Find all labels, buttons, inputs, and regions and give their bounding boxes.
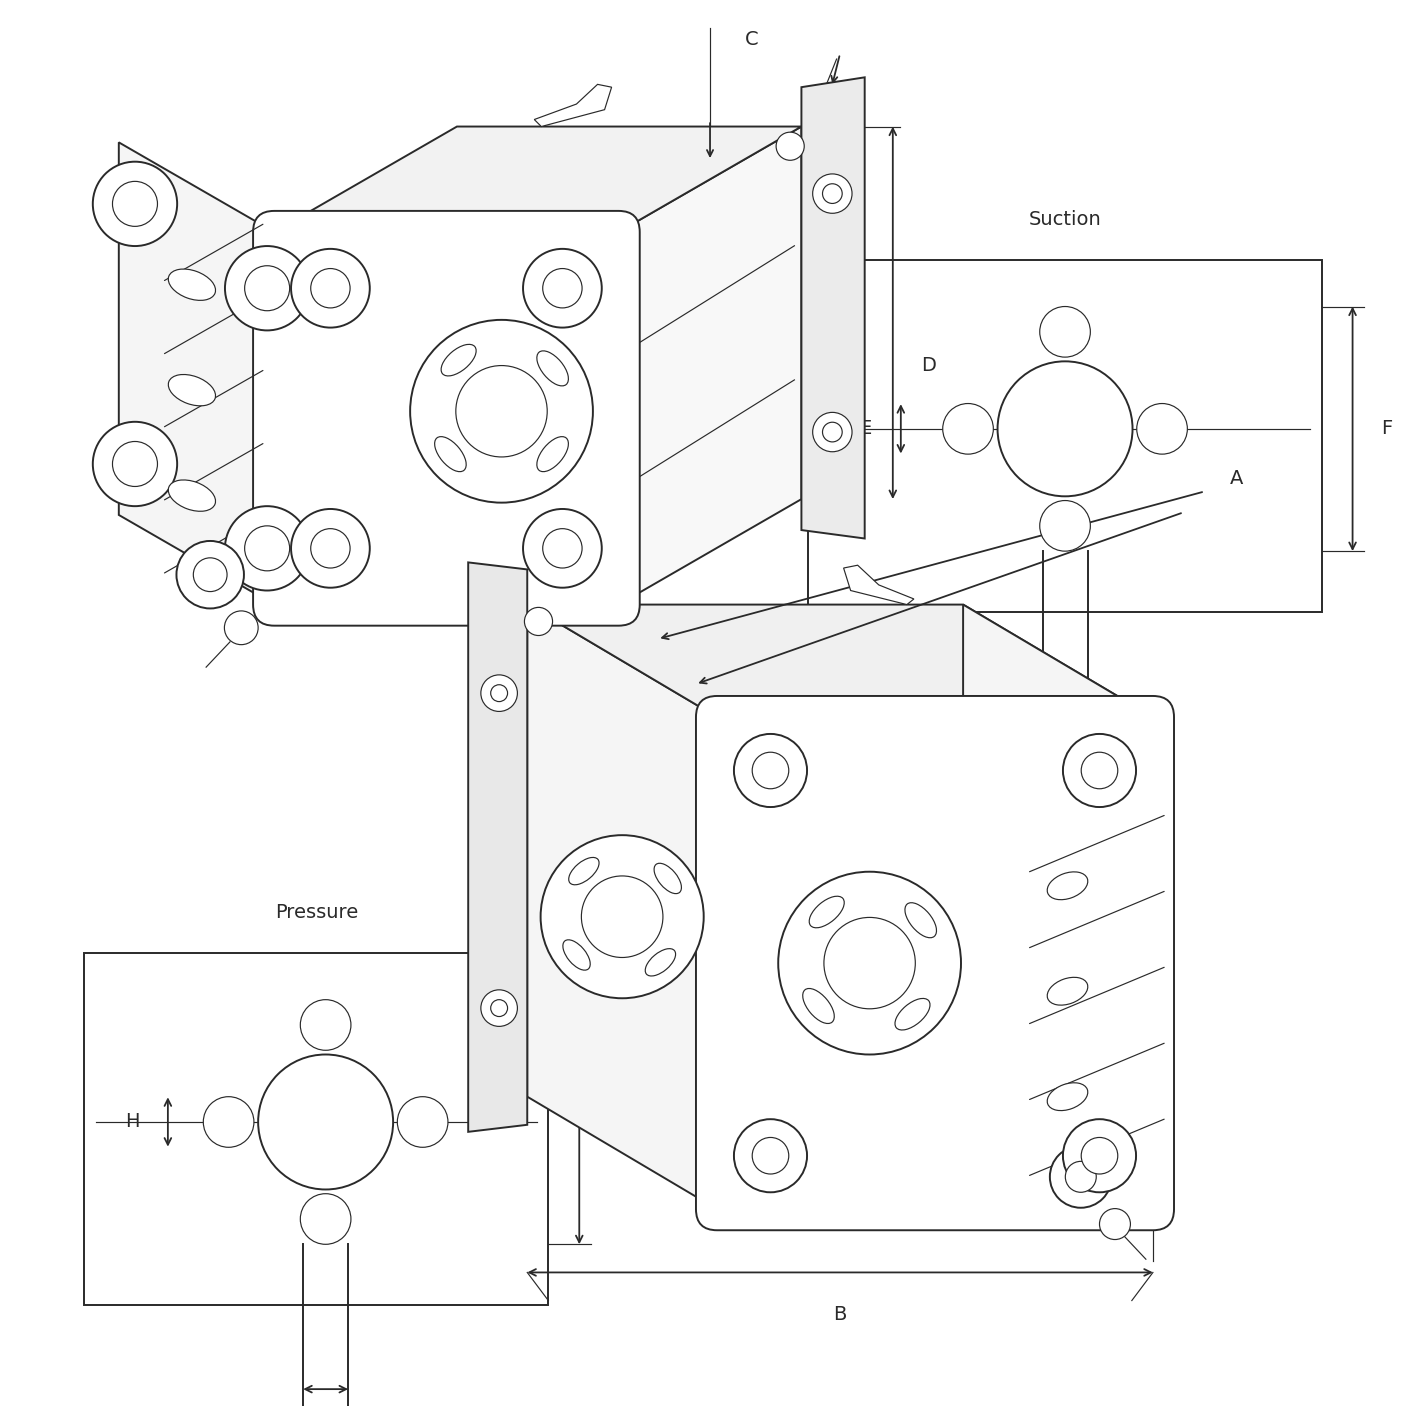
Circle shape xyxy=(582,876,664,957)
Ellipse shape xyxy=(905,903,936,938)
Circle shape xyxy=(311,529,350,568)
Circle shape xyxy=(1081,1137,1118,1174)
Circle shape xyxy=(301,1000,352,1050)
Circle shape xyxy=(93,162,177,246)
Ellipse shape xyxy=(562,939,591,970)
Circle shape xyxy=(481,990,517,1026)
Circle shape xyxy=(997,361,1133,496)
Ellipse shape xyxy=(803,988,834,1024)
Circle shape xyxy=(225,246,309,330)
Ellipse shape xyxy=(441,344,477,375)
Circle shape xyxy=(823,422,842,441)
Ellipse shape xyxy=(568,858,599,884)
Circle shape xyxy=(225,612,259,645)
Circle shape xyxy=(752,1137,789,1174)
Ellipse shape xyxy=(537,352,568,385)
Circle shape xyxy=(779,872,960,1054)
Polygon shape xyxy=(468,562,527,1132)
Circle shape xyxy=(523,509,602,588)
Circle shape xyxy=(112,181,157,226)
Circle shape xyxy=(177,541,245,609)
Circle shape xyxy=(813,174,852,214)
Polygon shape xyxy=(527,605,717,1209)
Circle shape xyxy=(1039,307,1091,357)
Circle shape xyxy=(1063,1119,1136,1192)
Polygon shape xyxy=(118,142,274,605)
Ellipse shape xyxy=(1047,1083,1088,1111)
Circle shape xyxy=(823,184,842,204)
Polygon shape xyxy=(963,605,1153,1209)
Ellipse shape xyxy=(654,863,682,894)
Polygon shape xyxy=(274,127,801,232)
Text: B: B xyxy=(834,1305,846,1324)
Polygon shape xyxy=(844,565,914,605)
Circle shape xyxy=(204,1097,254,1147)
Circle shape xyxy=(734,734,807,807)
Bar xyxy=(84,953,548,1305)
Ellipse shape xyxy=(810,896,844,928)
Circle shape xyxy=(259,1054,394,1189)
Text: C: C xyxy=(745,30,759,49)
Circle shape xyxy=(311,269,350,308)
Circle shape xyxy=(1039,501,1091,551)
Circle shape xyxy=(491,685,508,702)
Ellipse shape xyxy=(434,437,467,471)
Circle shape xyxy=(543,529,582,568)
Circle shape xyxy=(942,404,993,454)
Circle shape xyxy=(1136,404,1187,454)
Circle shape xyxy=(481,675,517,711)
Circle shape xyxy=(225,506,309,591)
Circle shape xyxy=(1099,1209,1130,1240)
Ellipse shape xyxy=(169,479,215,512)
Text: A: A xyxy=(1230,468,1244,488)
Text: H: H xyxy=(125,1112,141,1132)
Polygon shape xyxy=(801,77,865,538)
Polygon shape xyxy=(534,84,612,127)
Circle shape xyxy=(93,422,177,506)
Circle shape xyxy=(194,558,228,592)
Ellipse shape xyxy=(896,998,929,1031)
Circle shape xyxy=(523,249,602,328)
FancyBboxPatch shape xyxy=(253,211,640,626)
Ellipse shape xyxy=(645,949,676,976)
Circle shape xyxy=(291,509,370,588)
Text: D: D xyxy=(921,356,936,375)
Circle shape xyxy=(112,441,157,486)
Circle shape xyxy=(1081,752,1118,789)
Circle shape xyxy=(1066,1161,1097,1192)
Text: Suction: Suction xyxy=(1029,209,1101,229)
Circle shape xyxy=(776,132,804,160)
Circle shape xyxy=(734,1119,807,1192)
Circle shape xyxy=(398,1097,449,1147)
Circle shape xyxy=(291,249,370,328)
Circle shape xyxy=(456,366,547,457)
Circle shape xyxy=(411,319,593,503)
Circle shape xyxy=(824,918,915,1010)
Bar xyxy=(808,260,1322,612)
Circle shape xyxy=(491,1000,508,1017)
Circle shape xyxy=(813,412,852,451)
Text: F: F xyxy=(1381,419,1392,439)
Ellipse shape xyxy=(537,437,568,471)
Text: G: G xyxy=(1057,717,1073,737)
Ellipse shape xyxy=(169,374,215,406)
Circle shape xyxy=(543,269,582,308)
Circle shape xyxy=(1050,1146,1112,1208)
Ellipse shape xyxy=(1047,872,1088,900)
Circle shape xyxy=(524,607,553,636)
Circle shape xyxy=(1063,734,1136,807)
Text: E: E xyxy=(859,419,872,439)
Text: I: I xyxy=(607,1112,613,1132)
Circle shape xyxy=(245,266,290,311)
Polygon shape xyxy=(619,127,801,605)
Ellipse shape xyxy=(169,269,215,301)
Circle shape xyxy=(301,1194,352,1244)
Text: Pressure: Pressure xyxy=(274,903,359,922)
Circle shape xyxy=(752,752,789,789)
Circle shape xyxy=(245,526,290,571)
FancyBboxPatch shape xyxy=(696,696,1174,1230)
Polygon shape xyxy=(527,605,1153,717)
Ellipse shape xyxy=(1047,977,1088,1005)
Circle shape xyxy=(540,835,704,998)
